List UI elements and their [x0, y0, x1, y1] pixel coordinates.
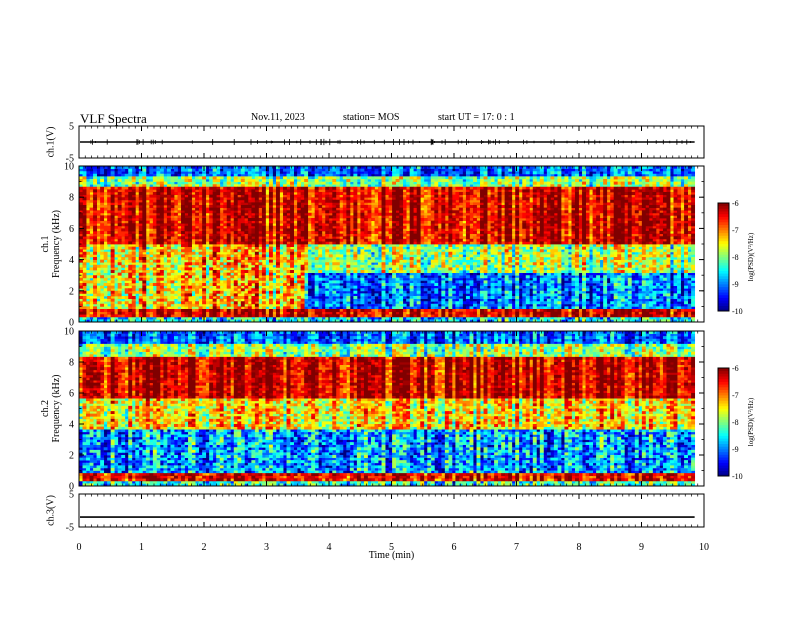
- y-axis-label: ch.1(V): [46, 127, 57, 158]
- colorbar-tick-label: -9: [732, 280, 739, 289]
- y-axis-label: ch.3(V): [46, 495, 57, 526]
- colorbar-tick-label: -10: [732, 472, 743, 481]
- station-label: station= MOS: [343, 112, 400, 123]
- y-tick-label: 6: [69, 389, 74, 400]
- y-axis-label: ch.1: [40, 236, 51, 253]
- colorbar-label: log(PSD)(V²/Hz): [747, 232, 755, 281]
- y-axis-label: Frequency (kHz): [51, 374, 62, 442]
- colorbar-frame: [717, 202, 730, 312]
- colorbar-tick-label: -10: [732, 307, 743, 316]
- x-axis-label: Time (min): [369, 550, 414, 561]
- y-tick-label: 10: [64, 327, 74, 338]
- colorbar-ch1: -6 -7 -8 -9 -10 log(PSD)(V²/Hz): [717, 199, 755, 316]
- x-axis: 0 1 2 3 4 5 6 7 8 9 10 Time (min): [77, 542, 710, 561]
- colorbar-tick-label: -9: [732, 445, 739, 454]
- x-tick-label: 9: [639, 542, 644, 553]
- y-tick-label: 8: [69, 193, 74, 204]
- waveform-spikes-ch1: [90, 138, 691, 146]
- y-axis-ch3-wave: 5 -5: [66, 490, 704, 534]
- colorbar-tick-label: -7: [732, 391, 739, 400]
- colorbar-frame: [717, 367, 730, 477]
- colorbar-tick-label: -8: [732, 253, 739, 262]
- y-tick-label: 0: [69, 482, 74, 493]
- colorbar-label: log(PSD)(V²/Hz): [747, 397, 755, 446]
- x-tick-label: 4: [327, 542, 332, 553]
- x-ticks: [78, 166, 705, 322]
- x-ticks: [78, 126, 705, 158]
- y-axis-ch2-spec: 0 2 4 6 8 10: [64, 327, 704, 493]
- colorbar-tick-label: -8: [732, 418, 739, 427]
- colorbar-ch2: -6 -7 -8 -9 -10 log(PSD)(V²/Hz): [717, 364, 755, 481]
- y-axis-label: ch.2: [40, 400, 51, 417]
- x-tick-label: 5: [389, 542, 394, 553]
- date-label: Nov.11, 2023: [251, 112, 305, 123]
- ylabel-ch3-wave: ch.3(V): [46, 495, 57, 526]
- y-tick-label: 4: [69, 420, 74, 431]
- x-tick-label: 2: [202, 542, 207, 553]
- ylabel-ch1-wave: ch.1(V): [46, 127, 57, 158]
- y-tick-label: 2: [69, 286, 74, 297]
- y-tick-label: 10: [64, 162, 74, 173]
- x-tick-label: 10: [699, 542, 709, 553]
- y-tick-label: 0: [69, 318, 74, 329]
- y-tick-label: 5: [69, 490, 74, 501]
- ylabel-ch2-spec: ch.2 Frequency (kHz): [40, 374, 62, 442]
- x-tick-label: 6: [452, 542, 457, 553]
- y-tick-label: 2: [69, 451, 74, 462]
- y-axis-ch1-wave: 5 -5: [66, 122, 704, 165]
- colorbar-tick-label: -7: [732, 226, 739, 235]
- colorbar-tick-label: -6: [732, 199, 739, 208]
- x-tick-label: 8: [577, 542, 582, 553]
- ylabel-ch1-spec: ch.1 Frequency (kHz): [40, 210, 62, 278]
- x-tick-label: 0: [77, 542, 82, 553]
- x-tick-label: 1: [139, 542, 144, 553]
- y-tick-label: -5: [66, 154, 74, 165]
- y-tick-label: 6: [69, 224, 74, 235]
- spectrogram-ch2: [78, 330, 705, 487]
- x-ticks: [78, 331, 705, 486]
- figure-title: VLF Spectra: [80, 111, 147, 126]
- x-ticks: [78, 494, 705, 527]
- y-tick-label: 4: [69, 255, 74, 266]
- colorbar-tick-label: -6: [732, 364, 739, 373]
- start-time-label: start UT = 17: 0 : 1: [438, 112, 515, 123]
- y-tick-label: 8: [69, 358, 74, 369]
- y-tick-label: -5: [66, 523, 74, 534]
- y-axis-label: Frequency (kHz): [51, 210, 62, 278]
- y-tick-label: 5: [69, 122, 74, 133]
- y-axis-ch1-spec: 0 2 4 6 8 10: [64, 162, 704, 329]
- x-tick-label: 7: [514, 542, 519, 553]
- x-tick-label: 3: [264, 542, 269, 553]
- spectrogram-ch1: [78, 165, 705, 323]
